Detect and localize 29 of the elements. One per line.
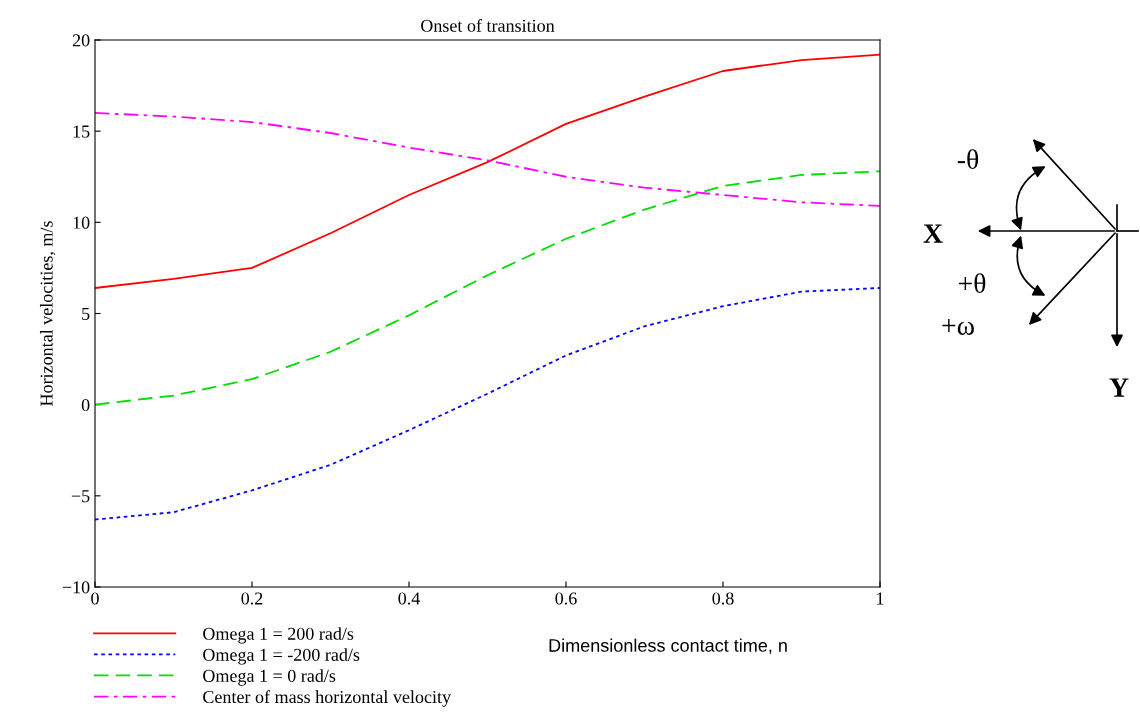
y-axis-title: Horizontal velocities, m/s [39, 221, 56, 406]
text: Y [1109, 378, 1129, 397]
line-series [95, 53, 880, 289]
x-axis-title: Dimensionless contact time, n [549, 638, 787, 654]
y-tick-label: 15 [73, 125, 90, 138]
line-series [95, 170, 880, 406]
y-tick-label: 5 [82, 307, 90, 320]
line-series [95, 287, 880, 521]
legend-label: Omega 1 = 0 rad/s [203, 669, 336, 686]
text: X [923, 224, 943, 243]
legend-label: Omega 1 = 200 rad/s [203, 627, 354, 644]
y-tick-label: 0 [81, 398, 90, 412]
text: +ω [942, 318, 974, 335]
x-tick-label: 0.2 [241, 592, 263, 605]
x-tick-label: 0.6 [555, 592, 577, 605]
text: -θ [957, 149, 979, 169]
y-tick-label: 10 [73, 216, 90, 229]
line-series [95, 112, 880, 207]
chart-title: Onset of transition [421, 18, 555, 32]
y-tick-label: −10 [62, 581, 90, 594]
legend-label: Center of mass horizontal velocity [203, 690, 451, 707]
x-tick-label: 0.4 [398, 592, 420, 605]
x-tick-label: 0.8 [712, 592, 734, 605]
x-tick-label: 1 [877, 592, 884, 605]
text: +θ [958, 273, 986, 293]
y-tick-label: −5 [71, 490, 90, 503]
y-tick-label: 20 [72, 34, 90, 47]
legend-label: Omega 1 = -200 rad/s [203, 648, 360, 665]
x-tick-label: 0 [91, 592, 99, 605]
